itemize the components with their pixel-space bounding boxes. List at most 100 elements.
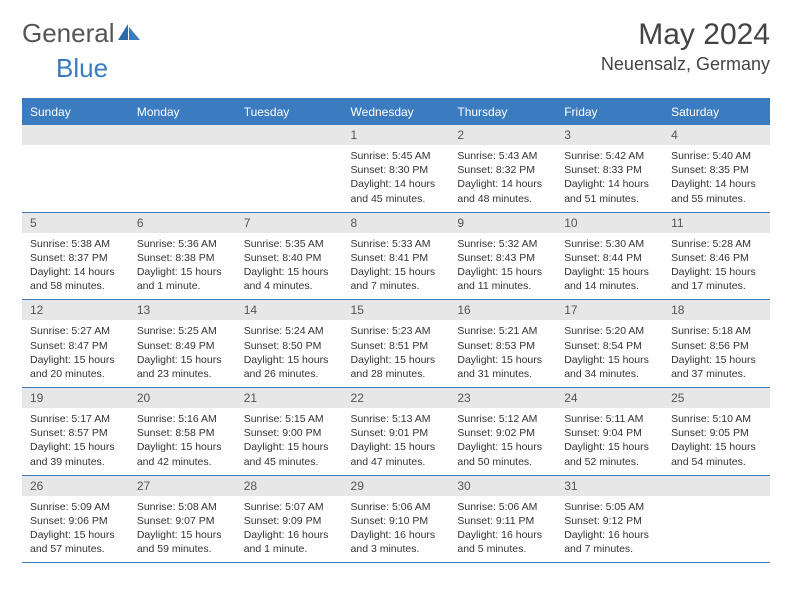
calendar-cell: 3Sunrise: 5:42 AMSunset: 8:33 PMDaylight… [556, 125, 663, 213]
calendar-week-row: 12Sunrise: 5:27 AMSunset: 8:47 PMDayligh… [22, 300, 770, 388]
calendar-cell: 10Sunrise: 5:30 AMSunset: 8:44 PMDayligh… [556, 212, 663, 300]
day-details: Sunrise: 5:33 AMSunset: 8:41 PMDaylight:… [343, 233, 450, 300]
day-number: 22 [343, 388, 450, 408]
day-details: Sunrise: 5:43 AMSunset: 8:32 PMDaylight:… [449, 145, 556, 212]
day-details: Sunrise: 5:15 AMSunset: 9:00 PMDaylight:… [236, 408, 343, 475]
day-details: Sunrise: 5:30 AMSunset: 8:44 PMDaylight:… [556, 233, 663, 300]
calendar-cell: 18Sunrise: 5:18 AMSunset: 8:56 PMDayligh… [663, 300, 770, 388]
calendar-cell: 4Sunrise: 5:40 AMSunset: 8:35 PMDaylight… [663, 125, 770, 213]
day-details: Sunrise: 5:32 AMSunset: 8:43 PMDaylight:… [449, 233, 556, 300]
day-number: 30 [449, 476, 556, 496]
day-details: Sunrise: 5:27 AMSunset: 8:47 PMDaylight:… [22, 320, 129, 387]
day-details: Sunrise: 5:06 AMSunset: 9:11 PMDaylight:… [449, 496, 556, 563]
calendar-cell [663, 475, 770, 563]
day-number: 11 [663, 213, 770, 233]
calendar-cell: 14Sunrise: 5:24 AMSunset: 8:50 PMDayligh… [236, 300, 343, 388]
day-number: 28 [236, 476, 343, 496]
day-number: 13 [129, 300, 236, 320]
day-header: Sunday [22, 99, 129, 125]
calendar-cell [236, 125, 343, 213]
calendar-cell: 8Sunrise: 5:33 AMSunset: 8:41 PMDaylight… [343, 212, 450, 300]
calendar-cell: 16Sunrise: 5:21 AMSunset: 8:53 PMDayligh… [449, 300, 556, 388]
title-block: May 2024 Neuensalz, Germany [601, 18, 770, 75]
day-number: 18 [663, 300, 770, 320]
day-details: Sunrise: 5:13 AMSunset: 9:01 PMDaylight:… [343, 408, 450, 475]
calendar-week-row: 1Sunrise: 5:45 AMSunset: 8:30 PMDaylight… [22, 125, 770, 213]
day-number: 31 [556, 476, 663, 496]
day-header: Wednesday [343, 99, 450, 125]
day-details: Sunrise: 5:18 AMSunset: 8:56 PMDaylight:… [663, 320, 770, 387]
day-number: 29 [343, 476, 450, 496]
calendar-cell: 25Sunrise: 5:10 AMSunset: 9:05 PMDayligh… [663, 388, 770, 476]
calendar-cell: 19Sunrise: 5:17 AMSunset: 8:57 PMDayligh… [22, 388, 129, 476]
calendar-cell: 2Sunrise: 5:43 AMSunset: 8:32 PMDaylight… [449, 125, 556, 213]
calendar-cell: 30Sunrise: 5:06 AMSunset: 9:11 PMDayligh… [449, 475, 556, 563]
day-number: 9 [449, 213, 556, 233]
calendar-cell: 29Sunrise: 5:06 AMSunset: 9:10 PMDayligh… [343, 475, 450, 563]
calendar-cell: 11Sunrise: 5:28 AMSunset: 8:46 PMDayligh… [663, 212, 770, 300]
month-title: May 2024 [601, 18, 770, 52]
calendar-cell: 7Sunrise: 5:35 AMSunset: 8:40 PMDaylight… [236, 212, 343, 300]
day-details: Sunrise: 5:16 AMSunset: 8:58 PMDaylight:… [129, 408, 236, 475]
calendar-cell: 26Sunrise: 5:09 AMSunset: 9:06 PMDayligh… [22, 475, 129, 563]
day-details: Sunrise: 5:20 AMSunset: 8:54 PMDaylight:… [556, 320, 663, 387]
day-number: 10 [556, 213, 663, 233]
day-details: Sunrise: 5:25 AMSunset: 8:49 PMDaylight:… [129, 320, 236, 387]
day-details: Sunrise: 5:36 AMSunset: 8:38 PMDaylight:… [129, 233, 236, 300]
day-number: 14 [236, 300, 343, 320]
calendar-cell: 27Sunrise: 5:08 AMSunset: 9:07 PMDayligh… [129, 475, 236, 563]
day-details: Sunrise: 5:42 AMSunset: 8:33 PMDaylight:… [556, 145, 663, 212]
day-number-empty [129, 125, 236, 145]
logo-text-gray: General [22, 18, 115, 49]
day-details: Sunrise: 5:35 AMSunset: 8:40 PMDaylight:… [236, 233, 343, 300]
calendar-cell: 20Sunrise: 5:16 AMSunset: 8:58 PMDayligh… [129, 388, 236, 476]
day-number: 23 [449, 388, 556, 408]
day-header: Friday [556, 99, 663, 125]
day-number: 27 [129, 476, 236, 496]
day-header-row: Sunday Monday Tuesday Wednesday Thursday… [22, 99, 770, 125]
calendar-page: General May 2024 Neuensalz, Germany Blue… [0, 0, 792, 581]
day-header: Tuesday [236, 99, 343, 125]
day-details: Sunrise: 5:21 AMSunset: 8:53 PMDaylight:… [449, 320, 556, 387]
day-number: 2 [449, 125, 556, 145]
calendar-cell: 1Sunrise: 5:45 AMSunset: 8:30 PMDaylight… [343, 125, 450, 213]
day-number: 20 [129, 388, 236, 408]
day-number: 17 [556, 300, 663, 320]
day-number: 19 [22, 388, 129, 408]
day-details: Sunrise: 5:08 AMSunset: 9:07 PMDaylight:… [129, 496, 236, 563]
calendar-week-row: 5Sunrise: 5:38 AMSunset: 8:37 PMDaylight… [22, 212, 770, 300]
day-details: Sunrise: 5:06 AMSunset: 9:10 PMDaylight:… [343, 496, 450, 563]
day-number: 16 [449, 300, 556, 320]
day-details: Sunrise: 5:38 AMSunset: 8:37 PMDaylight:… [22, 233, 129, 300]
day-details: Sunrise: 5:11 AMSunset: 9:04 PMDaylight:… [556, 408, 663, 475]
day-header: Monday [129, 99, 236, 125]
calendar-cell: 22Sunrise: 5:13 AMSunset: 9:01 PMDayligh… [343, 388, 450, 476]
day-number: 21 [236, 388, 343, 408]
calendar-cell: 6Sunrise: 5:36 AMSunset: 8:38 PMDaylight… [129, 212, 236, 300]
day-details: Sunrise: 5:10 AMSunset: 9:05 PMDaylight:… [663, 408, 770, 475]
day-number: 12 [22, 300, 129, 320]
day-details: Sunrise: 5:40 AMSunset: 8:35 PMDaylight:… [663, 145, 770, 212]
logo-sail-icon [118, 24, 140, 40]
calendar-cell [22, 125, 129, 213]
day-number: 6 [129, 213, 236, 233]
day-number: 24 [556, 388, 663, 408]
calendar-cell: 23Sunrise: 5:12 AMSunset: 9:02 PMDayligh… [449, 388, 556, 476]
day-number: 7 [236, 213, 343, 233]
calendar-cell: 13Sunrise: 5:25 AMSunset: 8:49 PMDayligh… [129, 300, 236, 388]
day-number: 1 [343, 125, 450, 145]
day-number: 15 [343, 300, 450, 320]
calendar-cell: 5Sunrise: 5:38 AMSunset: 8:37 PMDaylight… [22, 212, 129, 300]
calendar-cell: 9Sunrise: 5:32 AMSunset: 8:43 PMDaylight… [449, 212, 556, 300]
day-number-empty [236, 125, 343, 145]
calendar-cell: 15Sunrise: 5:23 AMSunset: 8:51 PMDayligh… [343, 300, 450, 388]
day-details: Sunrise: 5:09 AMSunset: 9:06 PMDaylight:… [22, 496, 129, 563]
day-details: Sunrise: 5:12 AMSunset: 9:02 PMDaylight:… [449, 408, 556, 475]
calendar-cell: 24Sunrise: 5:11 AMSunset: 9:04 PMDayligh… [556, 388, 663, 476]
day-details: Sunrise: 5:05 AMSunset: 9:12 PMDaylight:… [556, 496, 663, 563]
day-details: Sunrise: 5:28 AMSunset: 8:46 PMDaylight:… [663, 233, 770, 300]
calendar-week-row: 26Sunrise: 5:09 AMSunset: 9:06 PMDayligh… [22, 475, 770, 563]
day-number-empty [22, 125, 129, 145]
calendar-cell: 17Sunrise: 5:20 AMSunset: 8:54 PMDayligh… [556, 300, 663, 388]
day-header: Thursday [449, 99, 556, 125]
